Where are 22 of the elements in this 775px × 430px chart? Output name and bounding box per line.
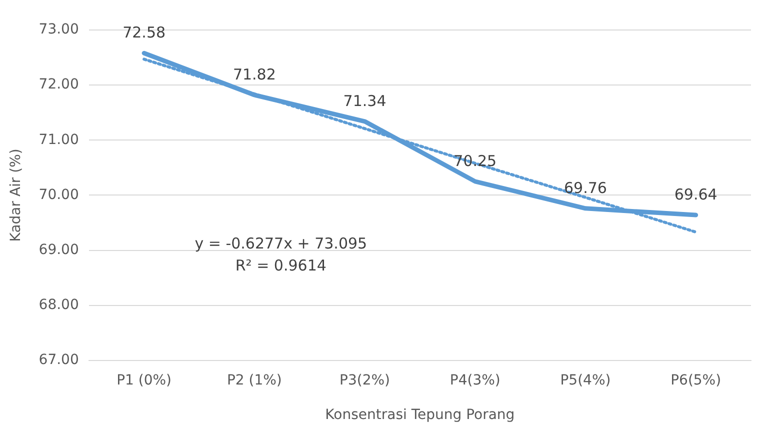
y-tick-label: 70.00 bbox=[38, 186, 79, 203]
x-tick-label: P2 (1%) bbox=[226, 372, 282, 388]
x-axis-title: Konsentrasi Tepung Porang bbox=[325, 407, 515, 424]
annotation: y = -0.6277x + 73.095 bbox=[194, 234, 368, 253]
data-label: 71.82 bbox=[232, 65, 276, 84]
x-tick-label: P3(2%) bbox=[340, 372, 390, 388]
data-label: 71.34 bbox=[343, 92, 386, 110]
y-axis-title: Kadar Air (%) bbox=[8, 148, 24, 242]
y-tick-label: 67.00 bbox=[38, 352, 79, 368]
x-tick-label: P5(4%) bbox=[560, 372, 611, 388]
y-tick-label: 73.00 bbox=[38, 22, 79, 38]
x-tick-label: P1 (0%) bbox=[116, 372, 172, 388]
data-label: 72.58 bbox=[122, 24, 166, 42]
x-tick-label: P4(3%) bbox=[450, 372, 500, 388]
y-tick-label: 69.00 bbox=[38, 242, 79, 258]
y-tick-label: 68.00 bbox=[38, 296, 79, 313]
annotation: R² = 0.9614 bbox=[235, 256, 326, 275]
y-tick-label: 71.00 bbox=[38, 132, 79, 148]
data-label: 69.76 bbox=[564, 178, 607, 197]
y-tick-label: 72.00 bbox=[38, 76, 79, 93]
x-tick-label: P6(5%) bbox=[670, 372, 722, 388]
data-label: 69.64 bbox=[674, 185, 718, 204]
